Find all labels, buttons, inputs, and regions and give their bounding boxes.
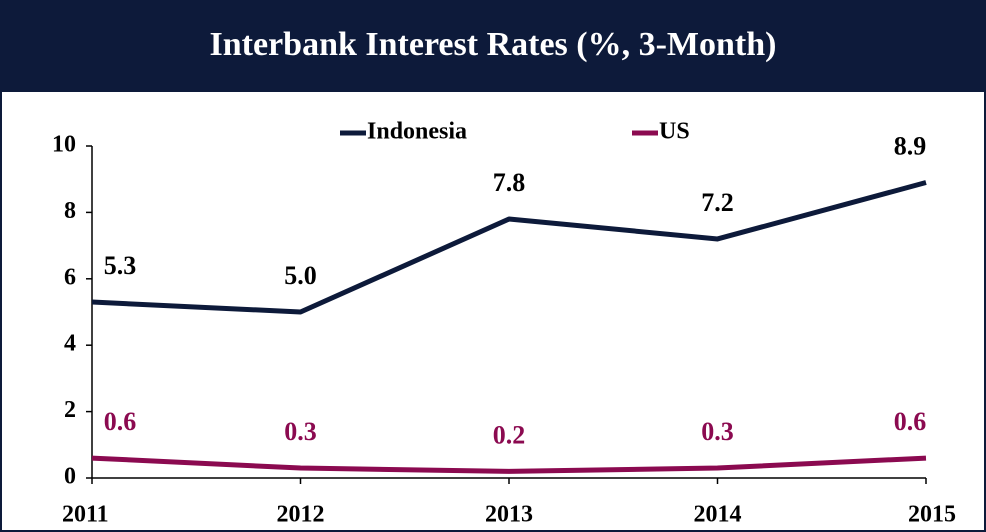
title-bar (0, 0, 986, 92)
y-tick-label: 4 (64, 331, 76, 357)
y-tick-label: 0 (64, 464, 76, 490)
chart-title: Interbank Interest Rates (%, 3-Month) (210, 26, 777, 63)
x-tick-label: 2013 (485, 502, 533, 528)
data-label: 0.3 (284, 417, 317, 446)
y-tick-label: 8 (64, 198, 76, 224)
x-tick-label: 2011 (62, 502, 109, 528)
data-label: 0.2 (493, 420, 526, 449)
data-label: 0.6 (894, 407, 927, 436)
data-label: 5.0 (284, 261, 317, 290)
legend-label: US (659, 119, 690, 145)
x-tick-label: 2014 (694, 502, 742, 528)
x-tick-label: 2012 (277, 502, 325, 528)
y-tick-label: 2 (64, 397, 76, 423)
y-tick-label: 6 (64, 264, 76, 290)
series-line (91, 455, 927, 474)
data-label: 0.3 (701, 417, 734, 446)
data-label: 7.2 (701, 188, 734, 217)
y-tick-label: 10 (52, 132, 76, 158)
series-line (91, 180, 927, 315)
data-label: 7.8 (493, 168, 526, 197)
data-label: 5.3 (104, 251, 137, 280)
data-label: 0.6 (104, 407, 137, 436)
legend-label: Indonesia (367, 119, 467, 145)
data-label: 8.9 (894, 131, 927, 160)
x-tick-label: 2015 (908, 502, 956, 528)
